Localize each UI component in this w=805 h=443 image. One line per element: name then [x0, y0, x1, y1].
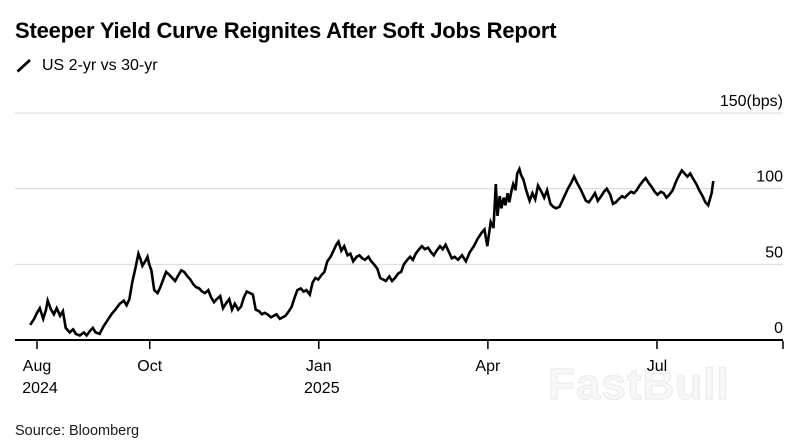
legend-series-label: US 2-yr vs 30-yr [42, 57, 158, 74]
x-tick-label: Jan [306, 358, 332, 375]
x-tick-label: Aug [23, 358, 51, 375]
page-title: Steeper Yield Curve Reignites After Soft… [15, 18, 557, 43]
fastbull-watermark: FastBull [547, 359, 730, 409]
y-tick-label: 0 [774, 320, 783, 337]
slash-line-icon [16, 58, 31, 73]
x-tick-label: Apr [475, 358, 501, 375]
y-tick-label: 150(bps) [720, 93, 783, 110]
x-tick-label: Jul [647, 358, 667, 375]
x-tick-label: Oct [137, 358, 162, 375]
y-tick-label: 50 [765, 244, 783, 261]
x-tick-sublabel: 2025 [304, 380, 340, 397]
series-line [29, 165, 715, 338]
source-attribution: Source: Bloomberg [15, 423, 140, 439]
y-tick-label: 100 [756, 169, 783, 186]
x-tick-sublabel: 2024 [22, 380, 58, 397]
chart-legend: US 2-yr vs 30-yr [15, 57, 158, 75]
